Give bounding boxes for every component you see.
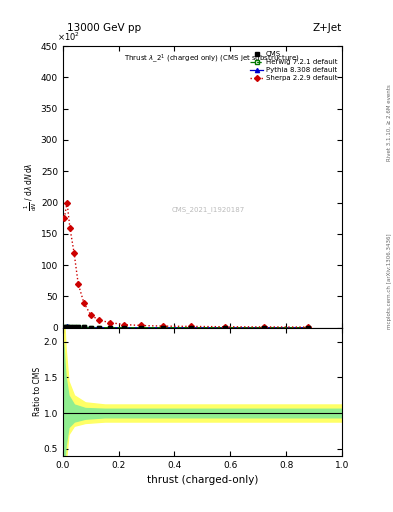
Sherpa 2.2.9 default xyxy=(68,224,72,230)
Text: 13000 GeV pp: 13000 GeV pp xyxy=(67,23,141,33)
Herwig 7.2.1 default xyxy=(72,324,76,330)
Line: Sherpa 2.2.9 default: Sherpa 2.2.9 default xyxy=(62,200,310,329)
Sherpa 2.2.9 default xyxy=(65,200,70,206)
CMS xyxy=(76,324,81,330)
Herwig 7.2.1 default xyxy=(122,325,127,331)
Pythia 8.308 default xyxy=(72,324,76,330)
Text: Z+Jet: Z+Jet xyxy=(313,23,342,33)
Pythia 8.308 default xyxy=(97,325,101,331)
Sherpa 2.2.9 default xyxy=(97,317,101,323)
Sherpa 2.2.9 default xyxy=(76,281,81,287)
Pythia 8.308 default xyxy=(189,325,194,331)
CMS xyxy=(161,325,166,331)
CMS xyxy=(139,325,143,331)
CMS xyxy=(97,325,101,331)
Pythia 8.308 default xyxy=(81,325,86,331)
CMS xyxy=(306,325,311,331)
Herwig 7.2.1 default xyxy=(189,325,194,331)
Sherpa 2.2.9 default xyxy=(122,322,127,328)
Herwig 7.2.1 default xyxy=(306,325,311,331)
Herwig 7.2.1 default xyxy=(108,325,113,331)
Pythia 8.308 default xyxy=(68,324,72,330)
Sherpa 2.2.9 default xyxy=(72,249,76,255)
Herwig 7.2.1 default xyxy=(261,325,266,331)
Sherpa 2.2.9 default xyxy=(139,323,143,329)
CMS xyxy=(88,325,93,331)
Sherpa 2.2.9 default xyxy=(261,324,266,330)
Pythia 8.308 default xyxy=(306,325,311,331)
Line: CMS: CMS xyxy=(62,325,310,330)
CMS xyxy=(68,324,72,330)
Legend: CMS, Herwig 7.2.1 default, Pythia 8.308 default, Sherpa 2.2.9 default: CMS, Herwig 7.2.1 default, Pythia 8.308 … xyxy=(249,50,338,82)
Pythia 8.308 default xyxy=(62,324,67,330)
Herwig 7.2.1 default xyxy=(62,324,67,330)
Herwig 7.2.1 default xyxy=(68,324,72,330)
Text: Rivet 3.1.10, ≥ 2.6M events: Rivet 3.1.10, ≥ 2.6M events xyxy=(387,84,391,161)
Sherpa 2.2.9 default xyxy=(306,324,311,330)
Pythia 8.308 default xyxy=(222,325,227,331)
Sherpa 2.2.9 default xyxy=(62,215,67,221)
Pythia 8.308 default xyxy=(261,325,266,331)
Herwig 7.2.1 default xyxy=(139,325,143,331)
Text: Thrust $\lambda$_2$^1$ (charged only) (CMS jet substructure): Thrust $\lambda$_2$^1$ (charged only) (C… xyxy=(124,52,300,65)
CMS xyxy=(81,325,86,331)
Pythia 8.308 default xyxy=(88,325,93,331)
Pythia 8.308 default xyxy=(122,325,127,331)
CMS xyxy=(108,325,113,331)
Line: Herwig 7.2.1 default: Herwig 7.2.1 default xyxy=(62,325,310,329)
Y-axis label: $\frac{1}{\mathrm{d}N}$ / $\mathrm{d}\lambda\,\mathrm{d}N\,\mathrm{d}\lambda$: $\frac{1}{\mathrm{d}N}$ / $\mathrm{d}\la… xyxy=(23,162,39,211)
Pythia 8.308 default xyxy=(139,325,143,331)
Sherpa 2.2.9 default xyxy=(161,323,166,329)
Herwig 7.2.1 default xyxy=(88,325,93,331)
Herwig 7.2.1 default xyxy=(222,325,227,331)
Sherpa 2.2.9 default xyxy=(108,319,113,326)
Sherpa 2.2.9 default xyxy=(189,324,194,330)
CMS xyxy=(189,325,194,331)
Text: $\times10^2$: $\times10^2$ xyxy=(57,31,80,43)
Sherpa 2.2.9 default xyxy=(222,324,227,330)
Pythia 8.308 default xyxy=(161,325,166,331)
Y-axis label: Ratio to CMS: Ratio to CMS xyxy=(33,367,42,416)
Herwig 7.2.1 default xyxy=(81,325,86,331)
Sherpa 2.2.9 default xyxy=(88,312,93,318)
Herwig 7.2.1 default xyxy=(161,325,166,331)
Herwig 7.2.1 default xyxy=(76,324,81,330)
CMS xyxy=(65,324,70,330)
CMS xyxy=(62,324,67,330)
Pythia 8.308 default xyxy=(65,324,70,330)
X-axis label: thrust (charged-only): thrust (charged-only) xyxy=(147,475,258,485)
Pythia 8.308 default xyxy=(76,324,81,330)
CMS xyxy=(72,324,76,330)
Herwig 7.2.1 default xyxy=(65,324,70,330)
CMS xyxy=(122,325,127,331)
CMS xyxy=(222,325,227,331)
CMS xyxy=(261,325,266,331)
Line: Pythia 8.308 default: Pythia 8.308 default xyxy=(62,325,310,330)
Text: CMS_2021_I1920187: CMS_2021_I1920187 xyxy=(171,206,244,213)
Text: mcplots.cern.ch [arXiv:1306.3436]: mcplots.cern.ch [arXiv:1306.3436] xyxy=(387,234,391,329)
Sherpa 2.2.9 default xyxy=(81,300,86,306)
Pythia 8.308 default xyxy=(108,325,113,331)
Herwig 7.2.1 default xyxy=(97,325,101,331)
